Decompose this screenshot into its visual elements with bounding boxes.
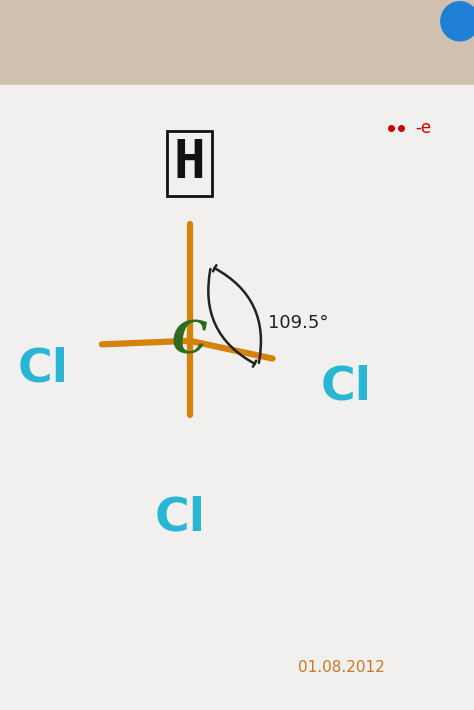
Text: 01.08.2012: 01.08.2012 — [298, 660, 385, 675]
Text: H: H — [174, 137, 205, 190]
Text: Cl: Cl — [17, 346, 68, 392]
Bar — [0, 85, 474, 710]
Ellipse shape — [441, 2, 474, 40]
Text: Cl: Cl — [155, 496, 206, 541]
Text: Cl: Cl — [320, 364, 372, 410]
Text: -e: -e — [415, 119, 431, 137]
Text: C: C — [172, 320, 207, 362]
Text: 109.5°: 109.5° — [268, 314, 328, 332]
